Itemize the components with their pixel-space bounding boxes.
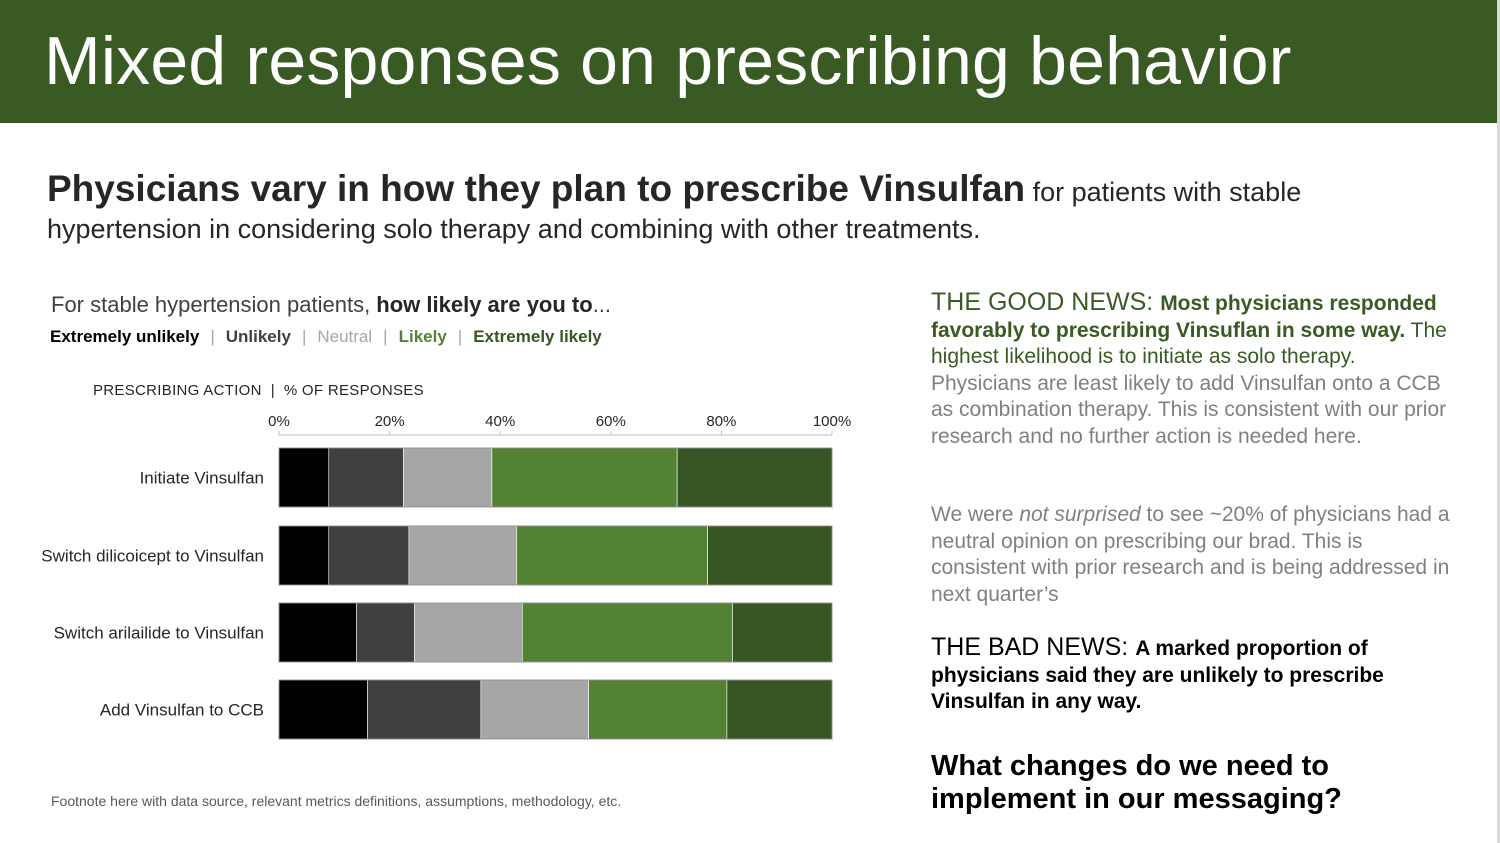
neutral-note-panel: We were not surprised to see ~20% of phy… — [931, 502, 1451, 608]
good-news-highlight: The highest likelihood is to initiate as… — [931, 318, 1447, 369]
subtitle: Physicians vary in how they plan to pres… — [47, 170, 1367, 248]
bar-segment-unlikely — [367, 679, 482, 740]
bar-segment-unlikely — [328, 447, 404, 508]
legend: Extremely unlikely | Unlikely | Neutral | Like… — [50, 327, 602, 347]
bar-segment-extremely-unlikely — [278, 679, 368, 740]
page-title: Mixed responses on prescribing behavior — [44, 23, 1292, 99]
subtitle-rest: for patients with stable hypertension in… — [47, 177, 1302, 244]
chart-question-bold: how likely are you to — [376, 292, 593, 317]
good-news-heading: THE GOOD NEWS: — [931, 288, 1161, 316]
bar-segment-likely — [516, 525, 708, 586]
legend-likely: Likely — [398, 327, 447, 346]
bar-segment-likely — [522, 602, 733, 663]
footnote: Footnote here with data source, relevant… — [51, 793, 622, 809]
good-news-body: Physicians are least likely to add Vinsu… — [931, 371, 1447, 448]
good-news-panel: THE GOOD NEWS: Most physicians responded… — [931, 289, 1451, 450]
x-tick-label: 60% — [596, 413, 626, 430]
stacked-bar-chart: 0% 20% 40% 60% 80% 100% Initiate Vinsulfan Swit… — [41, 413, 851, 740]
bar-segment-extremely-unlikely — [278, 447, 330, 508]
closing-question: What changes do we need to implement in … — [931, 750, 1342, 815]
bar-segment-extremely-unlikely — [278, 602, 357, 663]
axis-title: PRESCRIBING ACTION | % OF RESPONSES — [93, 382, 424, 399]
x-tick-label: 80% — [706, 413, 736, 430]
subtitle-bold: Physicians vary in how they plan to pres… — [47, 168, 1026, 209]
header-banner: Mixed responses on prescribing behavior — [0, 0, 1500, 123]
category-label: Initiate Vinsulfan — [140, 469, 264, 488]
legend-separator: | — [457, 327, 463, 346]
neutral-note-prefix: We were — [931, 503, 1020, 526]
bar-outline — [278, 447, 833, 508]
chart-question-prefix: For stable hypertension patients, — [51, 292, 377, 317]
bar-segment-extremely-likely — [707, 525, 833, 586]
legend-extremely-unlikely: Extremely unlikely — [50, 327, 200, 346]
bar-segment-extremely-unlikely — [278, 525, 330, 586]
bar-outline — [278, 525, 833, 586]
legend-unlikely: Unlikely — [225, 327, 291, 346]
bar-segment-extremely-likely — [726, 679, 833, 740]
bar-segment-unlikely — [328, 525, 410, 586]
bad-news-panel: THE BAD NEWS: A marked proportion of phy… — [931, 634, 1451, 716]
bar-segment-unlikely — [356, 602, 415, 663]
bar-segment-neutral — [408, 525, 518, 586]
bad-news-heading: THE BAD NEWS: — [931, 633, 1136, 661]
x-tick-label: 100% — [813, 413, 851, 430]
bar-outline — [278, 679, 833, 740]
category-label: Add Vinsulfan to CCB — [100, 701, 264, 720]
x-tick-label: 0% — [268, 413, 290, 430]
bad-news-bold: A marked proportion of physicians said t… — [931, 637, 1384, 713]
legend-separator: | — [301, 327, 307, 346]
neutral-note-body: to see ~20% of physicians had a neutral … — [931, 503, 1450, 606]
bar-segment-extremely-likely — [676, 447, 833, 508]
bar-segment-likely — [491, 447, 678, 508]
chart-question-suffix: ... — [592, 292, 612, 317]
legend-separator: | — [383, 327, 388, 346]
x-tick-label: 40% — [485, 413, 515, 430]
chart-question: For stable hypertension patients, how li… — [51, 292, 611, 318]
good-news-bold: Most physicians responded favorably to p… — [931, 292, 1437, 342]
category-label: Switch dilicoicept to Vinsulfan — [41, 547, 264, 566]
slide-edge — [1497, 0, 1500, 843]
legend-extremely-likely: Extremely likely — [473, 327, 602, 346]
neutral-note-italic: not surprised — [1019, 503, 1141, 526]
bar-segment-neutral — [480, 679, 589, 740]
legend-neutral: Neutral — [317, 327, 373, 346]
bar-outline — [278, 602, 833, 663]
bar-segment-neutral — [414, 602, 523, 663]
legend-separator: | — [210, 327, 215, 346]
x-tick-label: 20% — [375, 413, 405, 430]
category-label: Switch arilailide to Vinsulfan — [54, 624, 264, 643]
bar-segment-likely — [588, 679, 728, 740]
bar-segment-neutral — [403, 447, 493, 508]
bar-segment-extremely-likely — [732, 602, 833, 663]
